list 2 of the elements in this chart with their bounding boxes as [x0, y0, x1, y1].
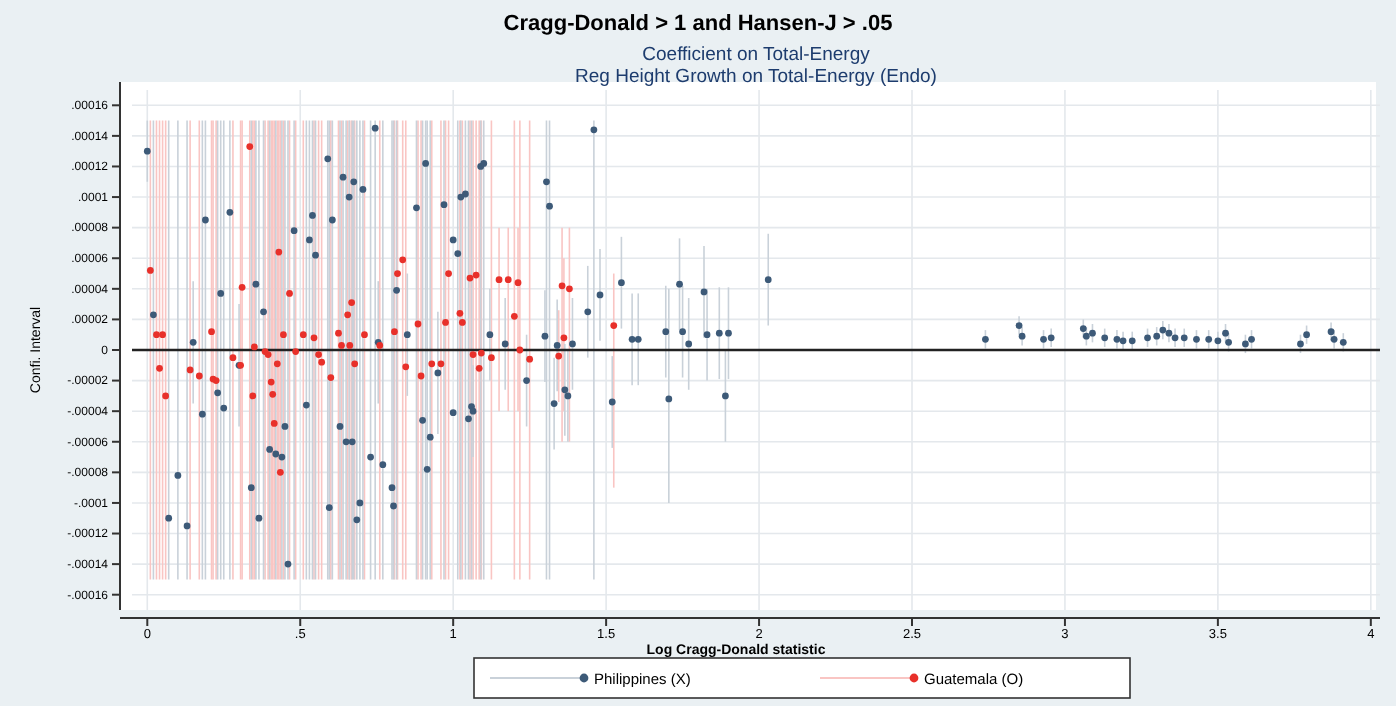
chart-subtitle: Coefficient on Total-Energy Reg Height Growth on Total-Energy (Endo) [575, 44, 937, 88]
chart-title: Cragg-Donald > 1 and Hansen-J > .05 [503, 12, 893, 36]
